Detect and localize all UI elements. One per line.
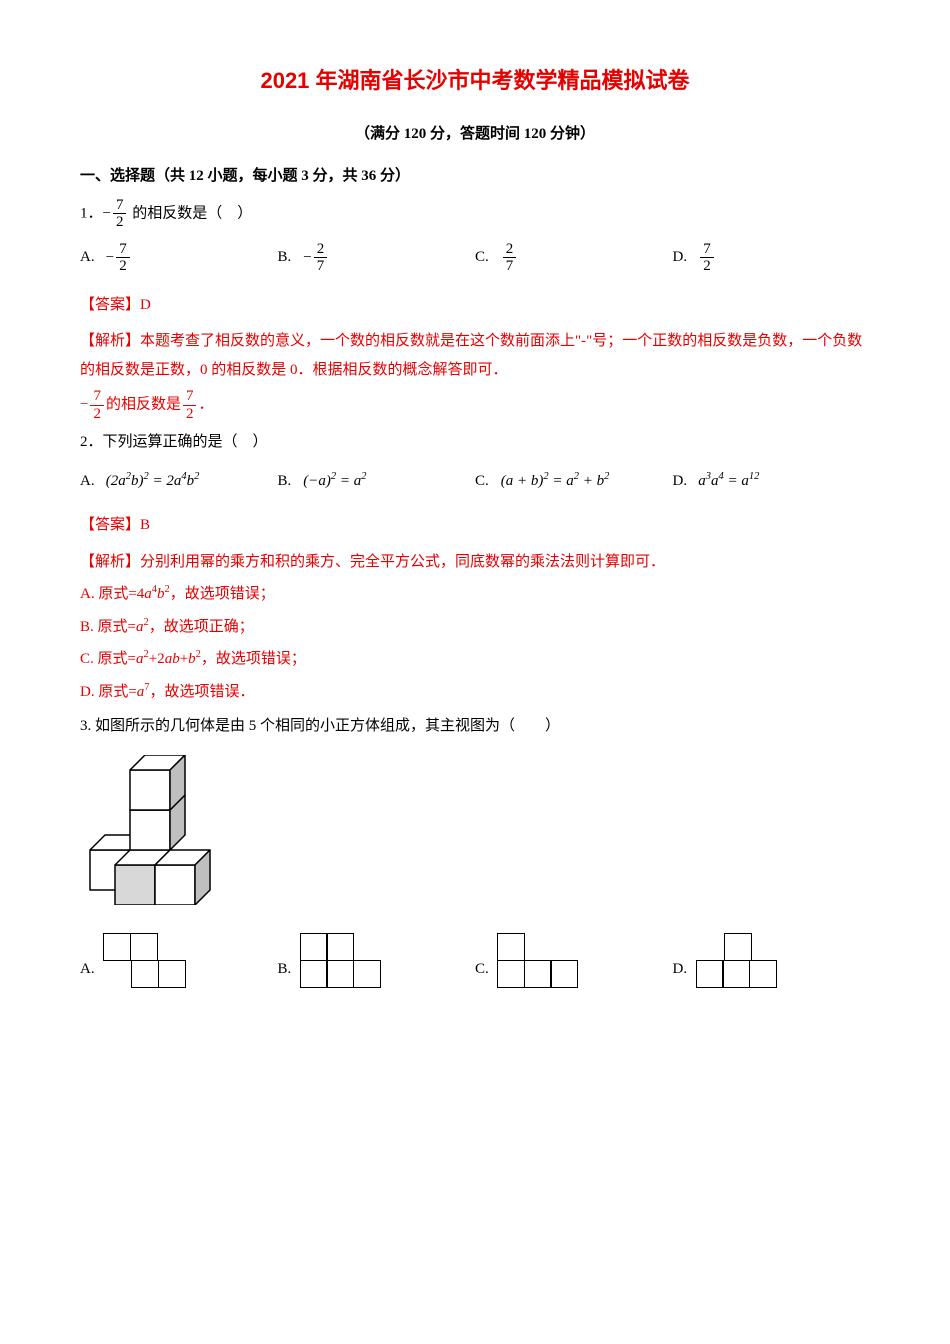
q3-opt-b-label: B. [278,955,292,988]
q1-explain-1: 【解析】本题考查了相反数的意义，一个数的相反数就是在这个数前面添上"-"号；一个… [80,327,870,384]
q1-exp2-frac1: 72 [90,388,104,422]
question-2-stem: 2．下列运算正确的是（ ） [80,428,870,457]
q2-exp-d: D. 原式=a7，故选项错误． [80,678,870,707]
q1-opt-d-label: D. [673,243,695,272]
q3-opt-a-label: A. [80,955,95,988]
q1-opt-c: C. 27 [475,241,673,275]
question-2-options: A. (2a2b)2 = 2a4b2 B. (−a)2 = a2 C. (a +… [80,467,870,496]
q1-opt-a-neg: − [106,249,114,265]
q3-3d-figure [80,755,870,916]
q2-opt-c: C. (a + b)2 = a2 + b2 [475,467,673,496]
q1-opt-d: D. 72 [673,241,871,275]
q3-opt-c-label: C. [475,955,489,988]
question-3-options: A. B. C. D. [80,933,870,988]
page-subtitle: （满分 120 分，答题时间 120 分钟） [80,120,870,149]
q1-exp2-post: ． [198,397,213,413]
question-1-options: A. −72 B. −27 C. 27 D. 72 [80,241,870,275]
q1-opt-a-label: A. [80,243,102,272]
cubes-3d-icon [80,755,250,905]
q1-answer: 【答案】D [80,291,870,320]
question-1-stem: 1．−72 的相反数是（ ） [80,197,870,231]
q2-opt-b-label: B. [278,467,300,496]
q1-neg: − [103,205,111,221]
q2-exp-a: A. 原式=4a4b2，故选项错误； [80,580,870,609]
q1-opt-d-frac: 72 [700,241,714,275]
q3-opt-d-label: D. [673,955,688,988]
q3-opt-a-shape [105,933,186,988]
q1-exp2-pre: − [80,397,88,413]
q2-opt-d: D. a3a4 = a12 [673,467,871,496]
q2-opt-d-math: a3a4 = a12 [698,473,759,489]
q1-opt-b-frac: 27 [314,241,328,275]
q1-explain-2: −72的相反数是72． [80,388,870,422]
page-title: 2021 年湖南省长沙市中考数学精品模拟试卷 [80,60,870,102]
q1-exp2-frac2: 72 [183,388,197,422]
q3-opt-d: D. [673,933,871,988]
q1-tail: 的相反数是（ ） [128,205,252,221]
q1-opt-b-neg: − [303,249,311,265]
q3-opt-c-shape [499,933,582,988]
q1-frac: 72 [113,197,127,231]
q3-opt-b-shape [301,933,382,988]
q3-opt-a: A. [80,933,278,988]
q1-exp2-mid: 的相反数是 [106,397,181,413]
q2-exp-b: B. 原式=a2，故选项正确； [80,613,870,642]
q1-opt-a: A. −72 [80,241,278,275]
q3-opt-b: B. [278,933,476,988]
q2-opt-a-math: (2a2b)2 = 2a4b2 [106,473,200,489]
q2-opt-c-label: C. [475,467,497,496]
q1-opt-b: B. −27 [278,241,476,275]
q2-opt-b-math: (−a)2 = a2 [303,473,366,489]
q1-opt-c-label: C. [475,243,497,272]
question-3-stem: 3. 如图所示的几何体是由 5 个相同的小正方体组成，其主视图为（ ） [80,712,870,741]
q1-opt-b-label: B. [278,243,300,272]
q1-opt-c-frac: 27 [503,241,517,275]
q2-opt-a-label: A. [80,467,102,496]
q2-exp-c: C. 原式=a2+2ab+b2，故选项错误； [80,645,870,674]
q2-opt-c-math: (a + b)2 = a2 + b2 [501,473,610,489]
q2-explain-1: 【解析】分别利用幂的乘方和积的乘方、完全平方公式，同底数幂的乘法法则计算即可． [80,548,870,577]
q3-opt-d-shape [697,933,780,988]
q3-opt-c: C. [475,933,673,988]
q2-opt-d-label: D. [673,467,695,496]
q2-opt-b: B. (−a)2 = a2 [278,467,476,496]
q2-answer: 【答案】B [80,511,870,540]
q2-opt-a: A. (2a2b)2 = 2a4b2 [80,467,278,496]
section-1-heading: 一、选择题（共 12 小题，每小题 3 分，共 36 分） [80,162,870,191]
q1-opt-a-frac: 72 [116,241,130,275]
